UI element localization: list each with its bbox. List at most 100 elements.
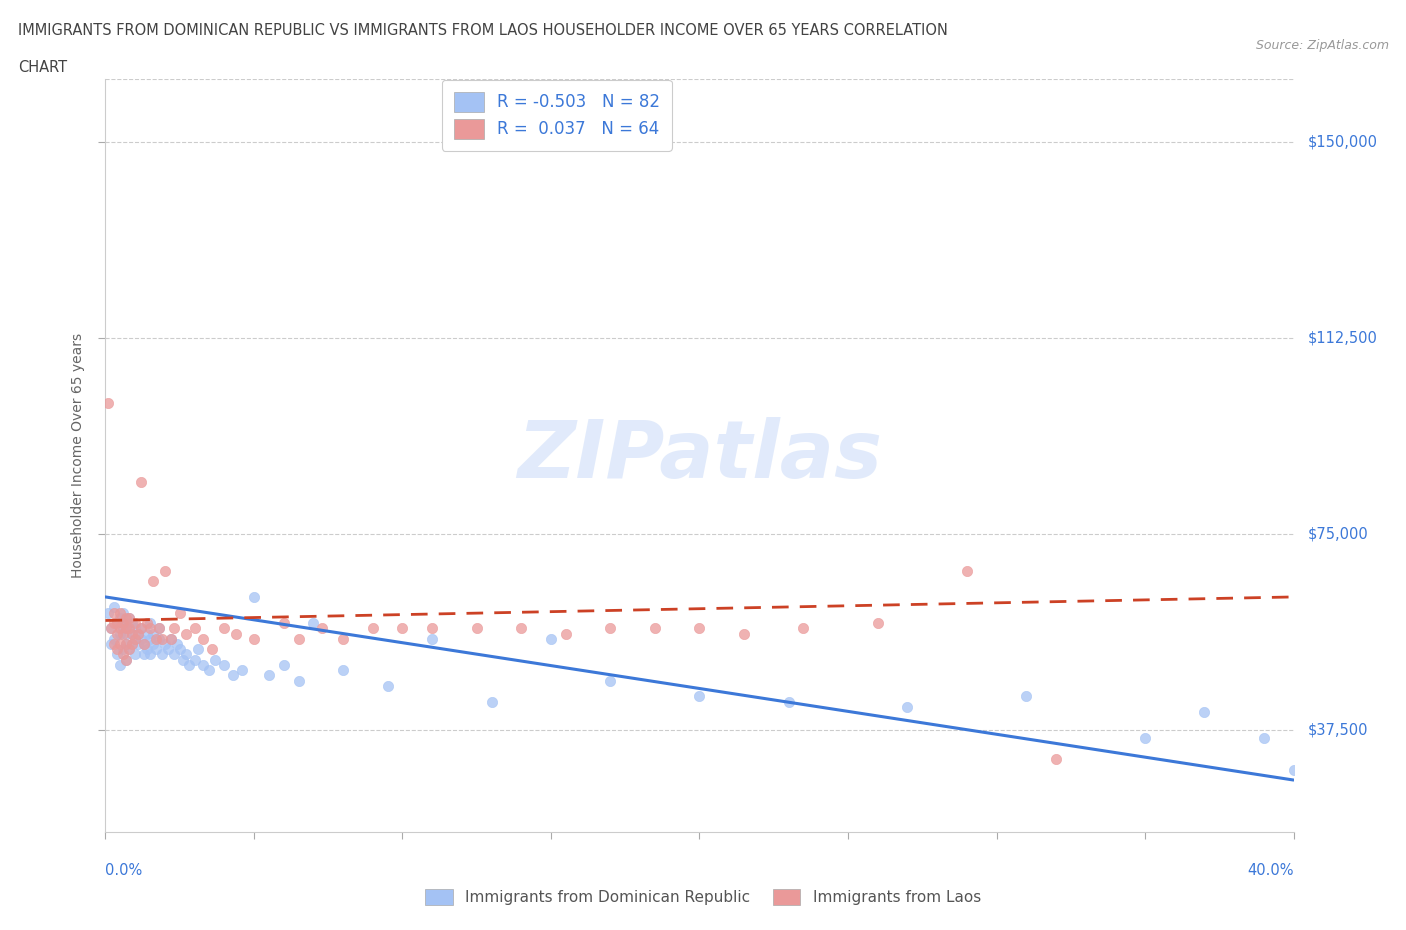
- Point: [689, 621, 711, 636]
- Point: [139, 647, 162, 662]
- Point: [124, 616, 146, 631]
- Point: [792, 621, 814, 636]
- Point: [129, 631, 152, 646]
- Point: [332, 631, 354, 646]
- Text: ZIPatlas: ZIPatlas: [517, 417, 882, 495]
- Point: [420, 621, 443, 636]
- Text: Source: ZipAtlas.com: Source: ZipAtlas.com: [1256, 39, 1389, 52]
- Point: [214, 621, 236, 636]
- Point: [112, 621, 135, 636]
- Point: [118, 621, 141, 636]
- Point: [115, 637, 138, 652]
- Text: $37,500: $37,500: [1308, 723, 1368, 737]
- Point: [136, 616, 159, 631]
- Point: [105, 647, 128, 662]
- Point: [148, 621, 170, 636]
- Point: [124, 647, 146, 662]
- Point: [540, 631, 562, 646]
- Point: [186, 642, 208, 657]
- Point: [163, 621, 186, 636]
- Point: [121, 637, 143, 652]
- Point: [105, 616, 128, 631]
- Point: [118, 610, 141, 625]
- Text: $75,000: $75,000: [1308, 526, 1368, 541]
- Point: [361, 621, 384, 636]
- Point: [1253, 731, 1275, 746]
- Point: [778, 694, 800, 709]
- Point: [129, 621, 152, 636]
- Point: [112, 605, 135, 620]
- Point: [599, 621, 621, 636]
- Point: [127, 637, 149, 652]
- Point: [273, 616, 295, 631]
- Point: [465, 621, 488, 636]
- Point: [142, 574, 165, 589]
- Point: [118, 621, 141, 636]
- Point: [956, 564, 979, 578]
- Point: [110, 605, 132, 620]
- Point: [243, 590, 266, 604]
- Point: [142, 626, 165, 641]
- Point: [103, 631, 125, 646]
- Point: [150, 647, 173, 662]
- Point: [163, 647, 186, 662]
- Point: [139, 616, 162, 631]
- Point: [97, 396, 120, 411]
- Point: [139, 621, 162, 636]
- Point: [121, 616, 143, 631]
- Point: [132, 637, 155, 652]
- Point: [136, 642, 159, 657]
- Point: [177, 658, 200, 672]
- Point: [1133, 731, 1156, 746]
- Point: [100, 621, 122, 636]
- Point: [145, 642, 167, 657]
- Point: [201, 642, 224, 657]
- Point: [112, 647, 135, 662]
- Point: [733, 626, 755, 641]
- Point: [118, 610, 141, 625]
- Point: [287, 631, 309, 646]
- Point: [103, 605, 125, 620]
- Point: [193, 631, 215, 646]
- Point: [156, 642, 179, 657]
- Point: [225, 626, 247, 641]
- Point: [183, 621, 205, 636]
- Point: [153, 564, 176, 578]
- Point: [115, 652, 138, 667]
- Point: [172, 652, 194, 667]
- Point: [110, 621, 132, 636]
- Point: [100, 637, 122, 652]
- Point: [311, 621, 333, 636]
- Point: [231, 663, 253, 678]
- Point: [377, 679, 399, 694]
- Legend: Immigrants from Dominican Republic, Immigrants from Laos: Immigrants from Dominican Republic, Immi…: [418, 882, 988, 913]
- Point: [127, 626, 149, 641]
- Point: [148, 621, 170, 636]
- Point: [121, 626, 143, 641]
- Point: [174, 647, 197, 662]
- Point: [112, 616, 135, 631]
- Point: [1282, 763, 1305, 777]
- Point: [103, 616, 125, 631]
- Point: [148, 631, 170, 646]
- Point: [896, 699, 918, 714]
- Text: 0.0%: 0.0%: [105, 863, 142, 878]
- Point: [599, 673, 621, 688]
- Point: [100, 621, 122, 636]
- Point: [136, 626, 159, 641]
- Point: [166, 637, 188, 652]
- Point: [332, 663, 354, 678]
- Point: [554, 626, 576, 641]
- Point: [1194, 705, 1216, 720]
- Point: [139, 631, 162, 646]
- Point: [214, 658, 236, 672]
- Point: [150, 631, 173, 646]
- Point: [112, 626, 135, 641]
- Point: [124, 631, 146, 646]
- Point: [142, 637, 165, 652]
- Point: [110, 637, 132, 652]
- Legend: R = -0.503   N = 82, R =  0.037   N = 64: R = -0.503 N = 82, R = 0.037 N = 64: [441, 80, 672, 151]
- Point: [118, 642, 141, 657]
- Point: [124, 631, 146, 646]
- Point: [391, 621, 413, 636]
